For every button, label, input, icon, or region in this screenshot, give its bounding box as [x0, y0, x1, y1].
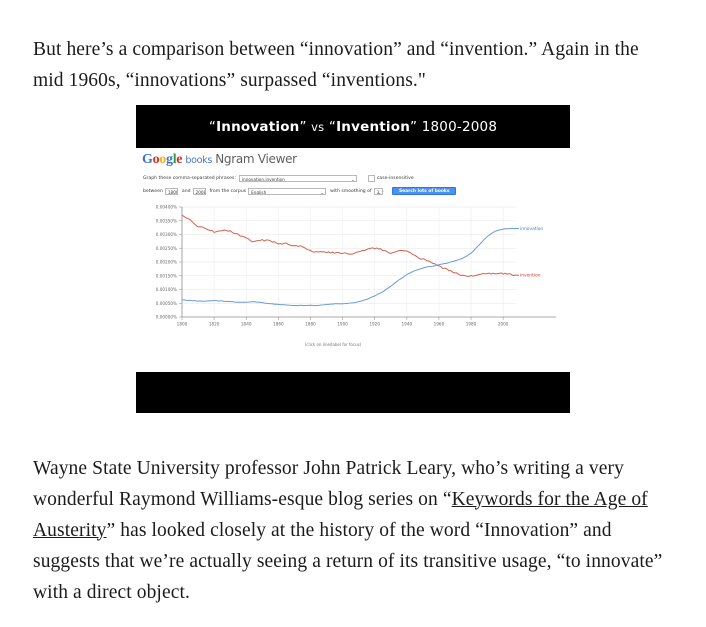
figure-title-word-innovation: Innovation	[216, 118, 300, 135]
paragraph-below-text-part2: ” has looked closely at the history of t…	[33, 519, 663, 603]
svg-text:1820: 1820	[209, 322, 220, 327]
logo-letter-g1: G	[142, 152, 153, 167]
phrases-input[interactable]: innovation,invention ▾	[238, 175, 357, 182]
figure-bottom-bar	[136, 372, 570, 413]
phrases-form-row: Graph these comma-separated phrases: inn…	[140, 175, 570, 182]
case-insensitive-checkbox-wrap[interactable]: case-insensitive	[367, 175, 414, 182]
search-lots-of-books-button[interactable]: Search lots of books	[392, 187, 457, 195]
checkbox-icon[interactable]	[367, 175, 375, 182]
smoothing-label: with smoothing of	[330, 188, 372, 194]
series-line-invention[interactable]	[181, 214, 517, 277]
svg-text:0.00050%: 0.00050%	[156, 301, 177, 306]
logo-letter-l: l	[172, 152, 177, 167]
chevron-down-icon: ▾	[321, 191, 324, 195]
year-start-input[interactable]: 1800	[164, 187, 178, 195]
chevron-down-icon: ▾	[352, 179, 354, 182]
phrases-label: Graph these comma-separated phrases:	[143, 176, 236, 181]
paragraph-below-text-part1: Wayne State University professor John Pa…	[33, 457, 624, 510]
svg-text:1800: 1800	[177, 322, 188, 327]
phrases-input-value: innovation,invention	[241, 177, 285, 182]
svg-text:0.00300%: 0.00300%	[156, 232, 177, 237]
between-label: between	[143, 188, 163, 194]
ngram-figure: “Innovation” vs “Invention” 1800-2008 Go…	[136, 105, 570, 413]
figure-title: “Innovation” vs “Invention” 1800-2008	[208, 118, 498, 135]
year-end-input[interactable]: 2008	[192, 187, 206, 195]
period-text: .	[382, 188, 385, 194]
svg-text:0.00400%: 0.00400%	[156, 205, 177, 210]
ngram-header: Google books Ngram Viewer Graph these co…	[136, 148, 570, 195]
chevron-down-icon: ▾	[378, 191, 381, 195]
legend-label-innovation[interactable]: innovation	[520, 226, 543, 232]
figure-title-years: 1800-2008	[421, 118, 498, 135]
corpus-select[interactable]: English ▾	[248, 187, 327, 195]
svg-text:1860: 1860	[273, 322, 284, 327]
logo-letter-o2: o	[159, 152, 166, 167]
svg-text:1960: 1960	[434, 322, 445, 327]
svg-text:2000: 2000	[498, 322, 509, 327]
svg-text:1900: 1900	[337, 322, 348, 327]
svg-text:0.00150%: 0.00150%	[156, 273, 177, 278]
figure-title-bar: “Innovation” vs “Invention” 1800-2008	[136, 105, 570, 148]
logo-letter-o1: o	[152, 152, 160, 167]
logo-ngram-viewer-word: Ngram Viewer	[215, 152, 297, 166]
figure-title-word-invention: Invention	[336, 118, 411, 135]
corpus-select-value: English	[251, 189, 267, 195]
range-form-row: between 1800 and 2008 from the corpus En…	[140, 187, 570, 195]
paragraph-above-figure: But here’s a comparison between “innovat…	[33, 38, 639, 91]
case-insensitive-label: case-insensitive	[376, 176, 414, 181]
smoothing-select[interactable]: 3 ▾	[373, 187, 383, 195]
svg-text:1880: 1880	[305, 322, 316, 327]
figure-title-vs: vs	[311, 119, 325, 134]
svg-text:0.00200%: 0.00200%	[156, 260, 177, 265]
and-label: and	[181, 188, 191, 194]
logo-letter-g2: g	[166, 152, 173, 167]
plot-axis-caption: (click on line/label for focus)	[304, 342, 362, 347]
svg-text:0.00100%: 0.00100%	[156, 287, 177, 292]
ngram-line-chart[interactable]: 0.00400% 0.00350% 0.00300% 0.00250% 0.00200%…	[136, 201, 570, 341]
keywords-austerity-link[interactable]: Keywords for the Age of Austerity	[33, 488, 648, 541]
corpus-label: from the corpus	[209, 188, 247, 194]
ngram-viewer-screenshot: Google books Ngram Viewer Graph these co…	[136, 148, 570, 372]
svg-text:0.00000%: 0.00000%	[156, 315, 177, 320]
logo-letter-e: e	[176, 152, 183, 167]
paragraph-below-figure: Wayne State University professor John Pa…	[0, 453, 706, 608]
svg-text:0.00350%: 0.00350%	[156, 218, 177, 223]
smoothing-select-value: 3	[376, 189, 380, 195]
legend-label-invention[interactable]: invention	[520, 273, 541, 279]
logo-books-word: books	[185, 155, 213, 166]
svg-text:1920: 1920	[369, 322, 380, 327]
svg-text:1840: 1840	[241, 322, 252, 327]
svg-text:0.00250%: 0.00250%	[156, 246, 177, 251]
google-books-ngram-logo[interactable]: Google books Ngram Viewer	[140, 152, 570, 168]
svg-text:1940: 1940	[401, 322, 412, 327]
svg-text:1980: 1980	[466, 322, 477, 327]
series-line-innovation[interactable]	[181, 227, 517, 307]
ngram-plot-area[interactable]: 0.00400% 0.00350% 0.00300% 0.00250% 0.00200%…	[136, 201, 570, 351]
